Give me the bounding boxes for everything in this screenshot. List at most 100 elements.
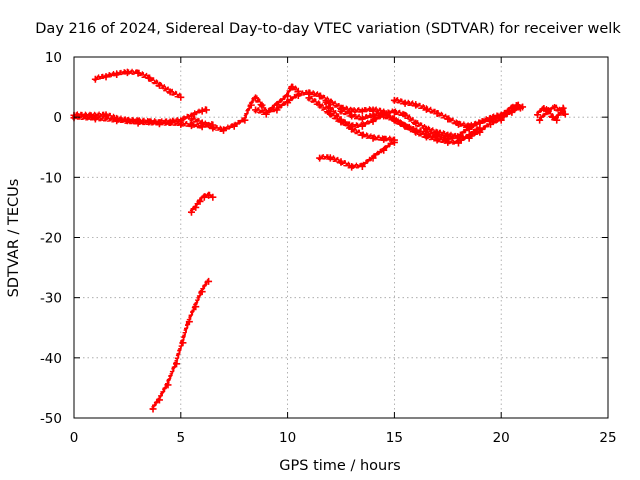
data-point xyxy=(551,104,559,112)
data-point xyxy=(454,120,462,128)
data-point xyxy=(519,103,527,111)
data-point xyxy=(164,381,172,389)
data-point xyxy=(561,110,569,118)
data-point xyxy=(326,104,334,112)
data-point xyxy=(559,104,567,112)
data-point xyxy=(155,81,163,89)
data-point xyxy=(412,128,420,136)
data-point xyxy=(273,101,281,109)
data-point xyxy=(433,110,441,118)
data-point xyxy=(444,138,452,146)
data-point xyxy=(205,277,213,285)
data-point xyxy=(422,125,430,133)
data-point xyxy=(202,106,210,114)
data-point xyxy=(241,116,249,124)
data-point xyxy=(258,101,266,109)
data-point xyxy=(548,113,556,121)
series-arc-10 xyxy=(390,96,527,131)
series-arc-1 xyxy=(91,68,185,101)
data-point xyxy=(508,107,516,115)
data-point xyxy=(134,69,142,77)
data-point xyxy=(380,146,388,154)
x-tick-label: 15 xyxy=(386,430,403,446)
data-point xyxy=(113,117,121,125)
y-tick-label: -30 xyxy=(40,291,62,307)
data-point xyxy=(390,138,398,146)
data-point xyxy=(390,108,398,116)
data-point xyxy=(145,74,153,82)
data-point xyxy=(358,131,366,139)
y-tick-label: -40 xyxy=(40,351,62,367)
data-point xyxy=(369,154,377,162)
data-point xyxy=(113,70,121,78)
data-point xyxy=(348,112,356,120)
data-point xyxy=(198,119,206,127)
data-point xyxy=(288,83,296,91)
x-axis-label: GPS time / hours xyxy=(279,458,400,474)
data-point xyxy=(444,131,452,139)
series-arc-13 xyxy=(149,277,213,413)
data-point xyxy=(316,92,324,100)
data-point xyxy=(412,119,420,127)
data-point xyxy=(369,134,377,142)
series-arc-7 xyxy=(322,98,398,144)
data-point xyxy=(348,125,356,133)
data-point xyxy=(91,75,99,83)
data-point xyxy=(401,122,409,130)
data-point xyxy=(173,360,181,368)
data-point xyxy=(102,73,110,81)
data-point xyxy=(536,116,544,124)
data-point xyxy=(358,122,366,130)
data-point xyxy=(326,154,334,162)
data-point xyxy=(185,318,193,326)
data-point xyxy=(401,99,409,107)
data-point xyxy=(196,197,204,205)
data-point xyxy=(337,107,345,115)
data-point xyxy=(134,119,142,127)
data-point xyxy=(487,114,495,122)
data-point xyxy=(433,136,441,144)
data-point xyxy=(220,126,228,134)
data-point xyxy=(209,124,217,132)
data-point xyxy=(205,191,213,199)
data-point xyxy=(198,288,206,296)
data-point xyxy=(305,94,313,102)
x-tick-label: 0 xyxy=(70,430,79,446)
data-point xyxy=(149,405,157,413)
data-point xyxy=(166,88,174,96)
data-point xyxy=(123,69,131,77)
data-point xyxy=(316,101,324,109)
data-point xyxy=(358,107,366,115)
data-point xyxy=(322,98,330,106)
data-point xyxy=(540,105,548,113)
x-tick-label: 20 xyxy=(493,430,510,446)
data-point xyxy=(247,101,255,109)
data-point xyxy=(553,116,561,124)
data-point xyxy=(487,120,495,128)
data-point xyxy=(476,128,484,136)
data-point xyxy=(262,110,270,118)
axis-ticks: 0 5 10 15 20 25 10 0 -10 -20 -30 -40 -50 xyxy=(40,50,617,446)
data-series-layer xyxy=(70,68,569,413)
data-point xyxy=(390,96,398,104)
data-point xyxy=(284,92,292,100)
y-tick-label: 10 xyxy=(45,50,62,66)
series-arc-9 xyxy=(316,138,398,171)
data-point xyxy=(252,106,260,114)
data-point xyxy=(544,107,552,115)
data-point xyxy=(534,111,542,119)
data-point xyxy=(177,93,185,101)
data-point xyxy=(465,123,473,131)
data-point xyxy=(284,99,292,107)
data-point xyxy=(422,105,430,113)
data-point xyxy=(91,115,99,123)
y-axis-label: SDTVAR / TECUs xyxy=(6,179,22,298)
x-tick-label: 10 xyxy=(279,430,296,446)
data-point xyxy=(358,163,366,171)
data-point xyxy=(200,193,208,201)
data-point xyxy=(187,208,195,216)
data-point xyxy=(209,193,217,201)
chart-title: Day 216 of 2024, Sidereal Day-to-day VTE… xyxy=(35,21,621,37)
